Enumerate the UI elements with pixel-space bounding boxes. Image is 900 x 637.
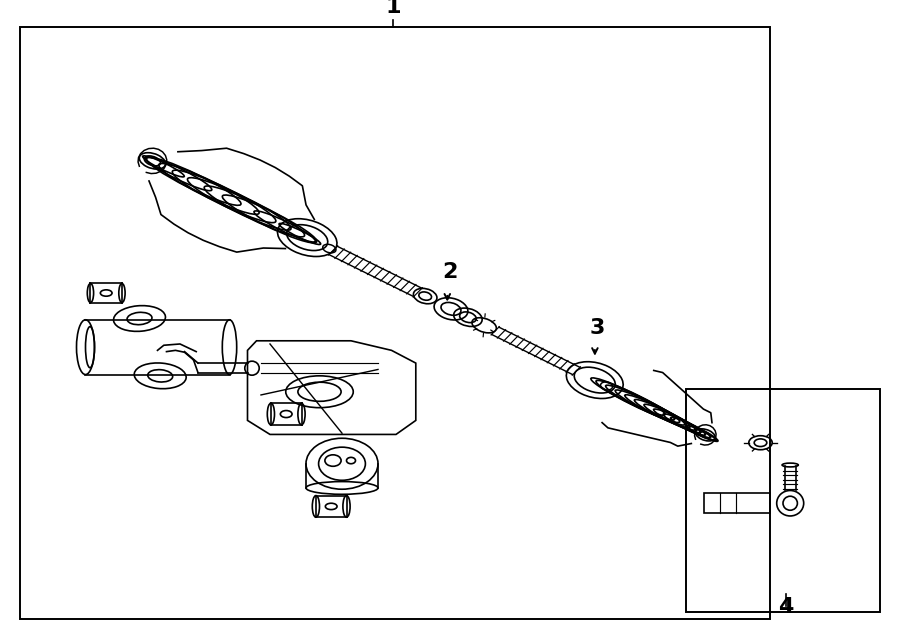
- Text: 2: 2: [442, 262, 458, 282]
- Text: 4: 4: [778, 597, 794, 617]
- Text: 3: 3: [590, 318, 606, 338]
- Text: 1: 1: [385, 0, 401, 17]
